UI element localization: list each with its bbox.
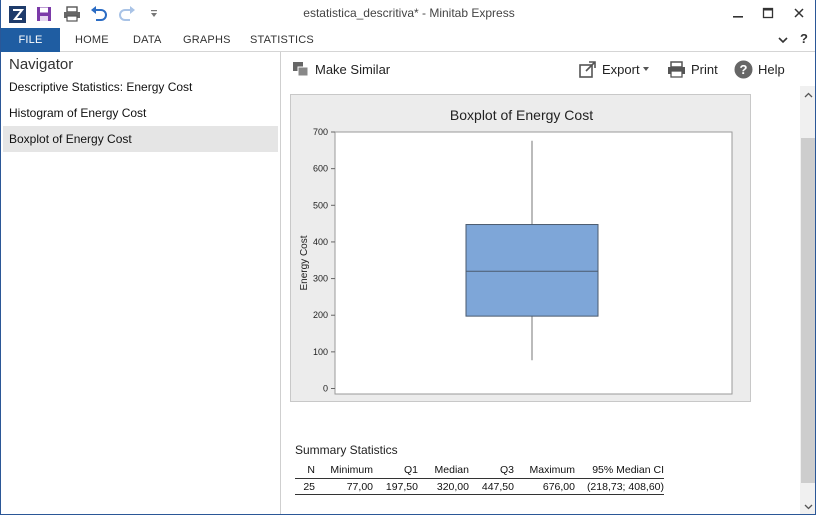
table-header-row: N Minimum Q1 Median Q3 Maximum 95% Media… [295, 463, 664, 479]
navigator-panel: Navigator Descriptive Statistics: Energy… [1, 52, 281, 514]
print-output-icon [667, 60, 686, 78]
cell-q3: 447,50 [469, 478, 514, 495]
y-axis: 0 100 200 300 400 500 600 700 [313, 127, 335, 394]
minimize-button[interactable] [723, 2, 753, 24]
make-similar-button[interactable]: Make Similar [292, 59, 390, 79]
iqr-box [465, 224, 599, 317]
header-n: N [295, 463, 315, 479]
nav-item-descriptive-statistics[interactable]: Descriptive Statistics: Energy Cost [9, 80, 193, 94]
y-tick-label: 700 [313, 127, 328, 137]
app-logo-icon[interactable] [7, 4, 27, 24]
export-label: Export [602, 61, 640, 77]
export-button[interactable]: Export [579, 59, 649, 79]
output-toolbar: Make Similar Export Print ? [282, 52, 815, 86]
scroll-down-icon[interactable] [800, 498, 815, 514]
cell-q1: 197,50 [373, 478, 418, 495]
help-label: Help [758, 61, 785, 77]
print-button[interactable]: Print [667, 59, 718, 79]
cell-median: 320,00 [418, 478, 469, 495]
boxplot-graph[interactable]: Boxplot of Energy Cost 0 100 200 300 400 500 6… [290, 94, 751, 402]
export-dropdown-icon [642, 67, 649, 71]
close-button[interactable] [784, 2, 814, 24]
header-q3: Q3 [469, 463, 514, 479]
y-tick-label: 600 [313, 164, 328, 174]
y-tick-label: 200 [313, 310, 328, 320]
customize-icon[interactable] [144, 4, 164, 24]
tab-graphs[interactable]: GRAPHS [183, 34, 231, 46]
tab-file[interactable]: FILE [1, 28, 60, 52]
window-title: estatistica_descritiva* - Minitab Expres… [303, 6, 515, 20]
tab-home[interactable]: HOME [75, 34, 109, 46]
header-maximum: Maximum [514, 463, 575, 479]
maximize-button[interactable] [753, 2, 783, 24]
print-label: Print [691, 61, 718, 77]
title-bar: estatistica_descritiva* - Minitab Expres… [1, 0, 815, 28]
tab-data[interactable]: DATA [133, 34, 162, 46]
summary-statistics-table: N Minimum Q1 Median Q3 Maximum 95% Media… [295, 463, 664, 495]
boxplot-svg: 0 100 200 300 400 500 600 700 Energy Cost [299, 127, 733, 395]
y-tick-label: 300 [313, 274, 328, 284]
table-row: 25 77,00 197,50 320,00 447,50 676,00 (21… [295, 478, 664, 495]
output-pane: Make Similar Export Print ? [282, 52, 815, 514]
y-tick-label: 500 [313, 200, 328, 210]
navigator-title: Navigator [9, 56, 74, 73]
header-median: Median [418, 463, 469, 479]
undo-icon[interactable] [89, 4, 109, 24]
tab-statistics[interactable]: STATISTICS [250, 34, 314, 46]
chart-title: Boxplot of Energy Cost [449, 107, 594, 123]
make-similar-icon [292, 61, 310, 77]
make-similar-label: Make Similar [315, 61, 391, 77]
ribbon-tabs: FILE HOME DATA GRAPHS STATISTICS ? [1, 28, 815, 52]
collapse-ribbon-icon[interactable] [777, 33, 789, 51]
header-q1: Q1 [373, 463, 418, 479]
y-axis-label: Energy Cost [299, 235, 310, 290]
summary-statistics-title: Summary Statistics [295, 443, 398, 457]
y-tick-label: 400 [313, 237, 328, 247]
svg-text:?: ? [740, 62, 748, 77]
help-icon: ? [734, 60, 753, 79]
scrollbar-thumb[interactable] [801, 138, 815, 483]
help-button[interactable]: ? Help [734, 59, 785, 79]
cell-median-ci: (218,73; 408,60) [575, 478, 664, 495]
nav-item-histogram[interactable]: Histogram of Energy Cost [9, 106, 147, 120]
print-icon[interactable] [62, 4, 82, 24]
save-icon[interactable] [34, 4, 54, 24]
ribbon-help-icon[interactable]: ? [800, 31, 808, 46]
cell-maximum: 676,00 [514, 478, 575, 495]
y-tick-label: 100 [313, 347, 328, 357]
export-icon [579, 60, 597, 78]
redo-icon[interactable] [117, 4, 137, 24]
header-median-ci: 95% Median CI [575, 463, 664, 479]
header-minimum: Minimum [315, 463, 373, 479]
cell-minimum: 77,00 [315, 478, 373, 495]
cell-n: 25 [295, 478, 315, 495]
nav-item-boxplot[interactable]: Boxplot of Energy Cost [3, 126, 278, 152]
scroll-up-icon[interactable] [800, 86, 815, 103]
y-tick-label: 0 [323, 384, 328, 394]
vertical-scrollbar[interactable] [800, 86, 815, 514]
